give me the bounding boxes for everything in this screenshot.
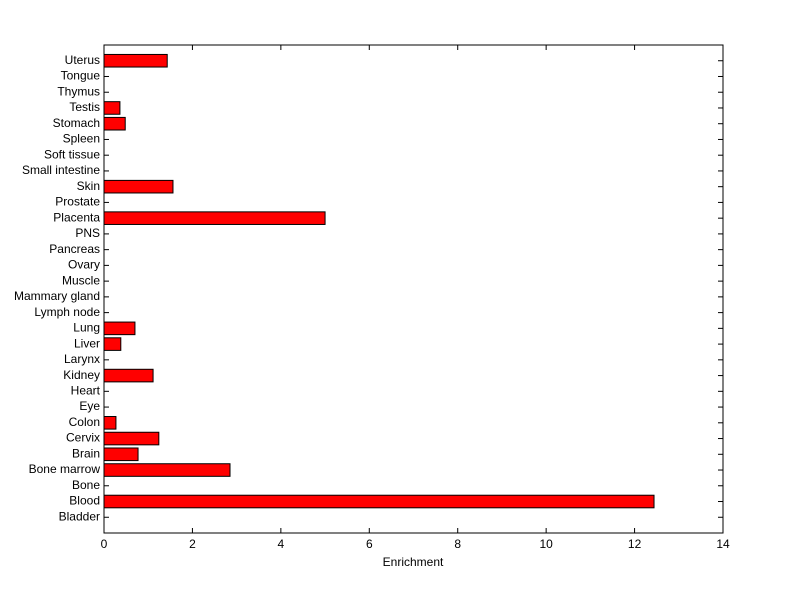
y-tick-label: Larynx bbox=[64, 352, 100, 366]
bar bbox=[103, 463, 231, 477]
y-tick-label: Mammary gland bbox=[14, 289, 100, 303]
x-tick-label: 12 bbox=[628, 537, 642, 551]
bar bbox=[103, 337, 122, 351]
x-tick-label: 4 bbox=[278, 537, 285, 551]
bar bbox=[103, 53, 168, 68]
x-axis-label: Enrichment bbox=[383, 555, 444, 569]
y-tick-label: Pancreas bbox=[49, 242, 100, 256]
bar bbox=[103, 116, 126, 131]
y-tick-label: Lymph node bbox=[34, 305, 100, 319]
y-tick-label: Colon bbox=[69, 415, 100, 429]
bar bbox=[103, 101, 121, 115]
x-tick-label: 2 bbox=[189, 537, 196, 551]
x-tick-label: 10 bbox=[539, 537, 553, 551]
y-tick-label: Skin bbox=[77, 179, 100, 193]
y-tick-label: Small intestine bbox=[22, 163, 100, 177]
bar bbox=[103, 447, 139, 462]
y-tick-label: Eye bbox=[79, 399, 100, 413]
y-tick-label: Uterus bbox=[65, 53, 100, 67]
y-tick-label: Tongue bbox=[61, 69, 101, 83]
y-tick-label: Muscle bbox=[62, 273, 100, 287]
y-tick-label: Ovary bbox=[68, 258, 100, 272]
y-tick-label: Stomach bbox=[53, 116, 100, 130]
bar bbox=[103, 431, 160, 446]
y-tick-label: Soft tissue bbox=[44, 147, 100, 161]
y-tick-label: Heart bbox=[71, 383, 101, 397]
y-tick-label: Lung bbox=[73, 321, 100, 335]
y-tick-label: Testis bbox=[69, 100, 100, 114]
y-tick-label: Brain bbox=[72, 446, 100, 460]
y-tick-label: Kidney bbox=[63, 368, 100, 382]
x-tick-label: 6 bbox=[366, 537, 373, 551]
y-tick-label: Cervix bbox=[66, 431, 100, 445]
y-tick-label: Bladder bbox=[59, 509, 100, 523]
bar bbox=[103, 416, 117, 430]
x-tick-label: 0 bbox=[101, 537, 108, 551]
y-tick-label: Prostate bbox=[55, 195, 100, 209]
bar bbox=[103, 321, 136, 336]
bar bbox=[103, 179, 174, 194]
y-tick-label: PNS bbox=[75, 226, 100, 240]
y-tick-label: Blood bbox=[69, 494, 100, 508]
y-tick-label: Bone bbox=[72, 478, 100, 492]
bar bbox=[103, 211, 326, 225]
bar bbox=[103, 368, 154, 383]
y-tick-label: Placenta bbox=[53, 210, 100, 224]
y-tick-label: Liver bbox=[74, 336, 100, 350]
plot-frame bbox=[103, 44, 724, 534]
x-tick-label: 14 bbox=[716, 537, 730, 551]
y-tick-label: Bone marrow bbox=[29, 462, 101, 476]
y-tick-label: Thymus bbox=[57, 84, 100, 98]
x-tick-label: 8 bbox=[454, 537, 461, 551]
bar bbox=[103, 494, 655, 509]
y-tick-label: Spleen bbox=[63, 132, 100, 146]
